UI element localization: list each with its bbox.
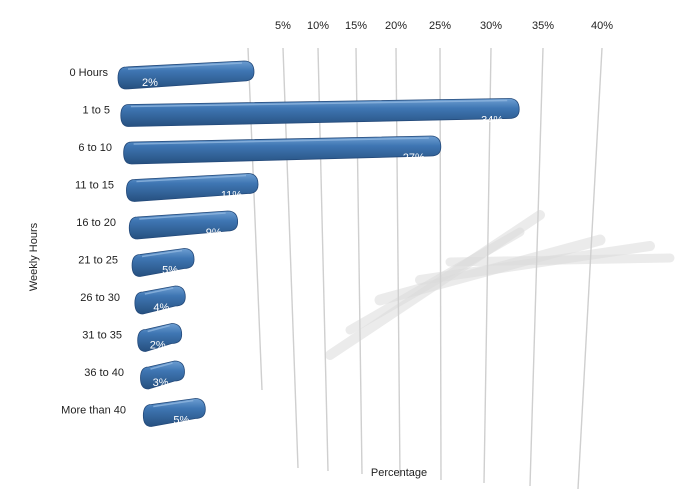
category-label-36-to-40: 36 to 40	[84, 367, 124, 379]
bar-body-6-to-10	[123, 135, 442, 165]
bar-highlight-11-to-15	[136, 174, 247, 183]
bar-11-to-15	[126, 173, 259, 202]
bar-31-to-35	[137, 323, 183, 352]
data-label-26-to-30: 4%	[153, 302, 169, 314]
bar-shadow-4	[445, 253, 675, 267]
x-tick-5: 5%	[275, 20, 291, 32]
gridline-0	[247, 47, 263, 391]
x-axis-title: Percentage	[371, 467, 427, 479]
x-tick-20: 20%	[385, 20, 407, 32]
x-tick-15: 15%	[345, 20, 367, 32]
data-label-16-to-20: 9%	[206, 227, 222, 239]
bar-highlight-26-to-30	[144, 287, 174, 295]
bar-shadows	[325, 210, 675, 360]
data-label-11-to-15: 11%	[221, 190, 242, 202]
bar-highlight-more-than-40	[153, 399, 194, 408]
gridline-30	[483, 47, 492, 484]
bar-36-to-40	[140, 360, 185, 390]
bar-21-to-25	[131, 248, 195, 277]
bar-highlight-16-to-20	[139, 212, 226, 220]
category-label-6-to-10: 6 to 10	[78, 142, 112, 154]
category-label-0-hours: 0 Hours	[69, 67, 108, 79]
x-tick-10: 10%	[307, 20, 329, 32]
gridline-35	[529, 47, 544, 487]
bar-highlight-0-hours	[127, 62, 243, 70]
bar-26-to-30	[134, 285, 186, 315]
x-tick-labels: 5% 10% 15% 20% 25% 30% 35% 40%	[275, 20, 613, 32]
bar-0-hours	[117, 60, 255, 90]
bar-highlight-6-to-10	[133, 137, 429, 145]
category-label-11-to-15: 11 to 15	[75, 180, 114, 192]
bar-highlight-31-to-35	[147, 324, 170, 333]
bar-16-to-20	[128, 210, 239, 240]
y-axis-title: Weekly Hours	[28, 222, 40, 291]
x-tick-40: 40%	[591, 20, 613, 32]
data-label-36-to-40: 3%	[153, 377, 169, 389]
bar-highlight-36-to-40	[150, 362, 173, 370]
bar-body-1-to-5	[120, 98, 520, 127]
x-tick-35: 35%	[532, 20, 554, 32]
bar-1-to-5	[120, 98, 520, 127]
data-label-0-hours: 2%	[142, 77, 158, 89]
category-label-31-to-35: 31 to 35	[82, 330, 122, 342]
data-label-6-to-10: 27%	[403, 152, 425, 164]
category-label-21-to-25: 21 to 25	[78, 255, 118, 267]
data-label-21-to-25: 5%	[162, 265, 178, 277]
bar-highlight-1-to-5	[130, 99, 508, 108]
gridline-40	[577, 47, 603, 490]
data-label-31-to-35: 2%	[150, 340, 166, 352]
category-label-26-to-30: 26 to 30	[80, 292, 120, 304]
category-label-more-than-40: More than 40	[61, 405, 126, 417]
data-label-more-than-40: 5%	[173, 415, 189, 427]
category-label-16-to-20: 16 to 20	[76, 217, 116, 229]
x-tick-25: 25%	[429, 20, 451, 32]
bar-highlight-21-to-25	[141, 249, 183, 258]
bars: 2% 34% 27% 11% 9% 5% 4% 2% 3% 5%	[117, 60, 520, 427]
data-label-1-to-5: 34%	[481, 115, 503, 127]
x-tick-30: 30%	[480, 20, 502, 32]
category-label-1-to-5: 1 to 5	[82, 105, 110, 117]
category-labels: 0 Hours 1 to 5 6 to 10 11 to 15 16 to 20 21 t…	[61, 67, 126, 417]
bar-6-to-10	[123, 135, 442, 165]
bar-more-than-40	[142, 398, 206, 427]
